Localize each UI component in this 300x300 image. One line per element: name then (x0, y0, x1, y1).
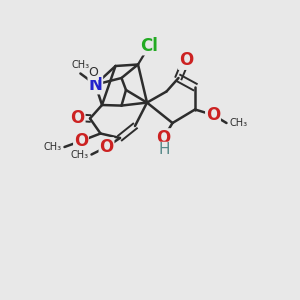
Text: H: H (159, 142, 170, 158)
Text: O: O (206, 106, 220, 124)
Text: O: O (156, 129, 171, 147)
Text: O: O (74, 132, 88, 150)
Text: O: O (70, 109, 85, 127)
Text: CH₃: CH₃ (71, 61, 89, 70)
Text: N: N (88, 76, 102, 94)
Text: O: O (179, 51, 193, 69)
Text: CH₃: CH₃ (230, 118, 247, 128)
Text: O: O (99, 138, 114, 156)
Text: O: O (88, 66, 98, 80)
Text: O: O (70, 109, 85, 127)
Text: CH₃: CH₃ (70, 149, 88, 160)
Text: CH₃: CH₃ (44, 142, 62, 152)
Text: O: O (179, 51, 193, 69)
Text: Cl: Cl (140, 37, 158, 55)
